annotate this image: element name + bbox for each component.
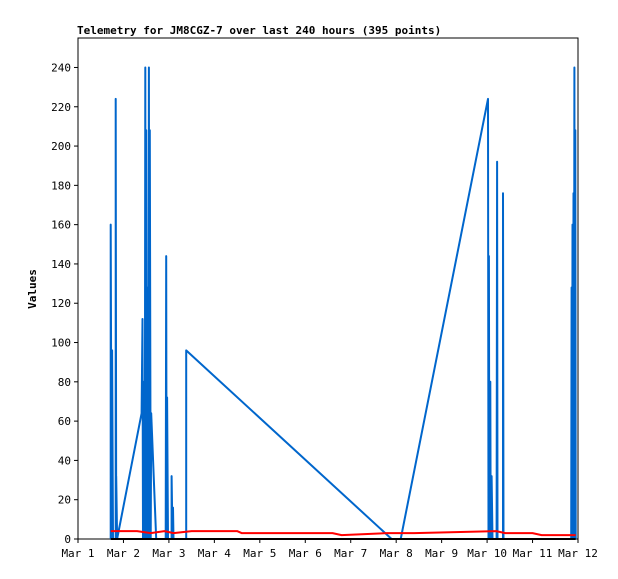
- y-tick-label: 200: [51, 140, 71, 153]
- series-line-1: [109, 66, 577, 540]
- series-layer: [109, 66, 577, 540]
- x-tick-label: Mar 2: [107, 547, 140, 560]
- y-tick-label: 20: [58, 494, 71, 507]
- y-tick-label: 0: [64, 533, 71, 546]
- x-tick-label: Mar 9: [425, 547, 458, 560]
- x-tick-label: Mar 10: [467, 547, 507, 560]
- y-tick-label: 240: [51, 61, 71, 74]
- y-tick-label: 80: [58, 376, 71, 389]
- chart-title: Telemetry for JM8CGZ-7 over last 240 hou…: [77, 24, 441, 37]
- x-axis: Mar 1 Mar 2 Mar 3 Mar 4 Mar 5 Mar 6 Mar 7 Mar 8…: [61, 539, 598, 560]
- y-tick-label: 180: [51, 179, 71, 192]
- x-tick-label: Mar 8: [380, 547, 413, 560]
- x-tick-label: Mar 11: [513, 547, 553, 560]
- x-tick-label: Mar 1: [61, 547, 94, 560]
- y-tick-label: 220: [51, 101, 71, 114]
- series-line-2: [110, 530, 576, 537]
- y-tick-label: 40: [58, 454, 71, 467]
- x-tick-label: Mar 6: [289, 547, 322, 560]
- x-tick-label: Mar 5: [243, 547, 276, 560]
- y-tick-label: 120: [51, 297, 71, 310]
- y-tick-label: 160: [51, 219, 71, 232]
- x-tick-label: Mar 7: [334, 547, 367, 560]
- x-tick-label: Mar 4: [198, 547, 231, 560]
- y-tick-label: 140: [51, 258, 71, 271]
- x-tick-label: Mar 12: [558, 547, 598, 560]
- y-axis: 0 20 40 60 80 100 120 140 160 180 200 220 240: [51, 61, 78, 546]
- y-tick-label: 100: [51, 337, 71, 350]
- y-axis-label: Values: [26, 269, 39, 309]
- y-tick-label: 60: [58, 415, 71, 428]
- x-tick-label: Mar 3: [152, 547, 185, 560]
